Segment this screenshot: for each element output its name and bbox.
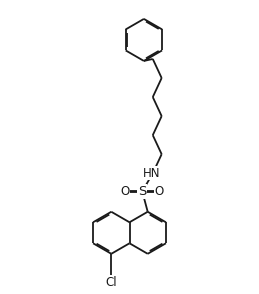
Text: O: O — [155, 185, 164, 198]
Text: O: O — [120, 185, 130, 198]
Text: HN: HN — [143, 167, 160, 180]
Text: Cl: Cl — [105, 276, 117, 289]
Text: S: S — [138, 185, 146, 198]
